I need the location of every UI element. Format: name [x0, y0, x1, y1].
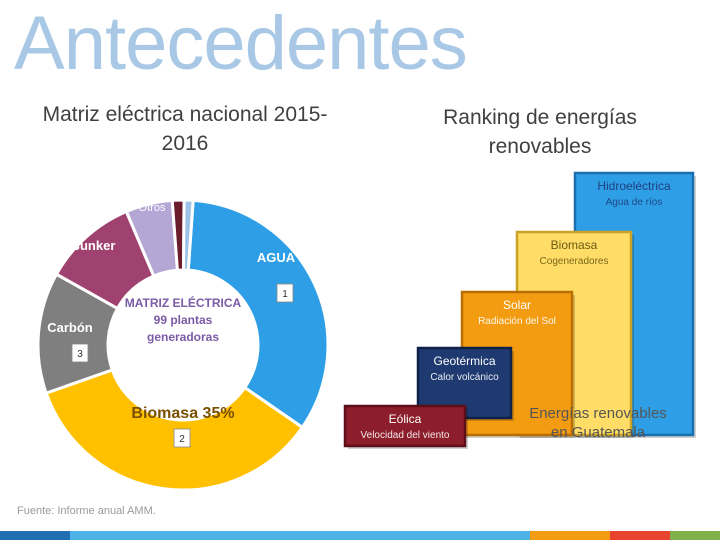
donut-segment [186, 198, 330, 430]
donut-segment-label: Otros [139, 202, 166, 214]
donut-segment-label: Bunker [71, 238, 116, 253]
rank-box [71, 343, 89, 363]
ranking-caption: en Guatemala [551, 424, 646, 441]
rank-number: 3 [77, 349, 83, 360]
ranking-item-desc: Radiación del Sol [478, 316, 556, 327]
rank-number: 1 [282, 289, 288, 300]
footer-color-bar [0, 531, 720, 540]
ranking-item-name: Hidroeléctrica [597, 179, 671, 193]
footer-bar-segment [0, 531, 70, 540]
ranking-item-name: Solar [503, 298, 531, 312]
donut-segment [182, 198, 195, 272]
donut-center-text: generadoras [147, 330, 219, 344]
ranking-item-desc: Calor volcánico [430, 372, 499, 383]
rank-box [173, 428, 191, 448]
page-title: Antecedentes [14, 1, 468, 86]
rank-box [276, 283, 294, 303]
ranking-item: Eólica Velocidad del viento [343, 404, 468, 449]
donut-center-text: 99 plantas [154, 313, 213, 327]
rank-number: 2 [179, 434, 185, 445]
ranking-item-name: Geotérmica [433, 354, 495, 368]
ranking-subtitle: Ranking de energías renovables [443, 106, 637, 158]
ranking-item-name: Biomasa [551, 238, 598, 252]
matrix-subtitle: Matriz eléctrica nacional 2015-2016 [42, 103, 328, 155]
ranking-item-desc: Agua de ríos [606, 197, 663, 208]
footer-bar-segment [530, 531, 610, 540]
ranking-item-desc: Cogeneradores [540, 256, 609, 267]
donut-segment-label: Biomasa 35% [131, 405, 234, 422]
footer-bar-segment [670, 531, 720, 540]
donut-segment-label: Carbón [47, 320, 93, 335]
donut-center-text: MATRIZ ELÉCTRICA [125, 295, 242, 310]
ranking-item-desc: Velocidad del viento [361, 430, 450, 441]
ranking-caption: Energías renovables [529, 405, 667, 422]
footer-bar-segment [70, 531, 530, 540]
ranking-item-name: Eólica [389, 412, 422, 426]
footer-bar-segment [610, 531, 670, 540]
source-note: Fuente: Informe anual AMM. [17, 505, 156, 517]
donut-segment-label: AGUA [257, 250, 296, 265]
